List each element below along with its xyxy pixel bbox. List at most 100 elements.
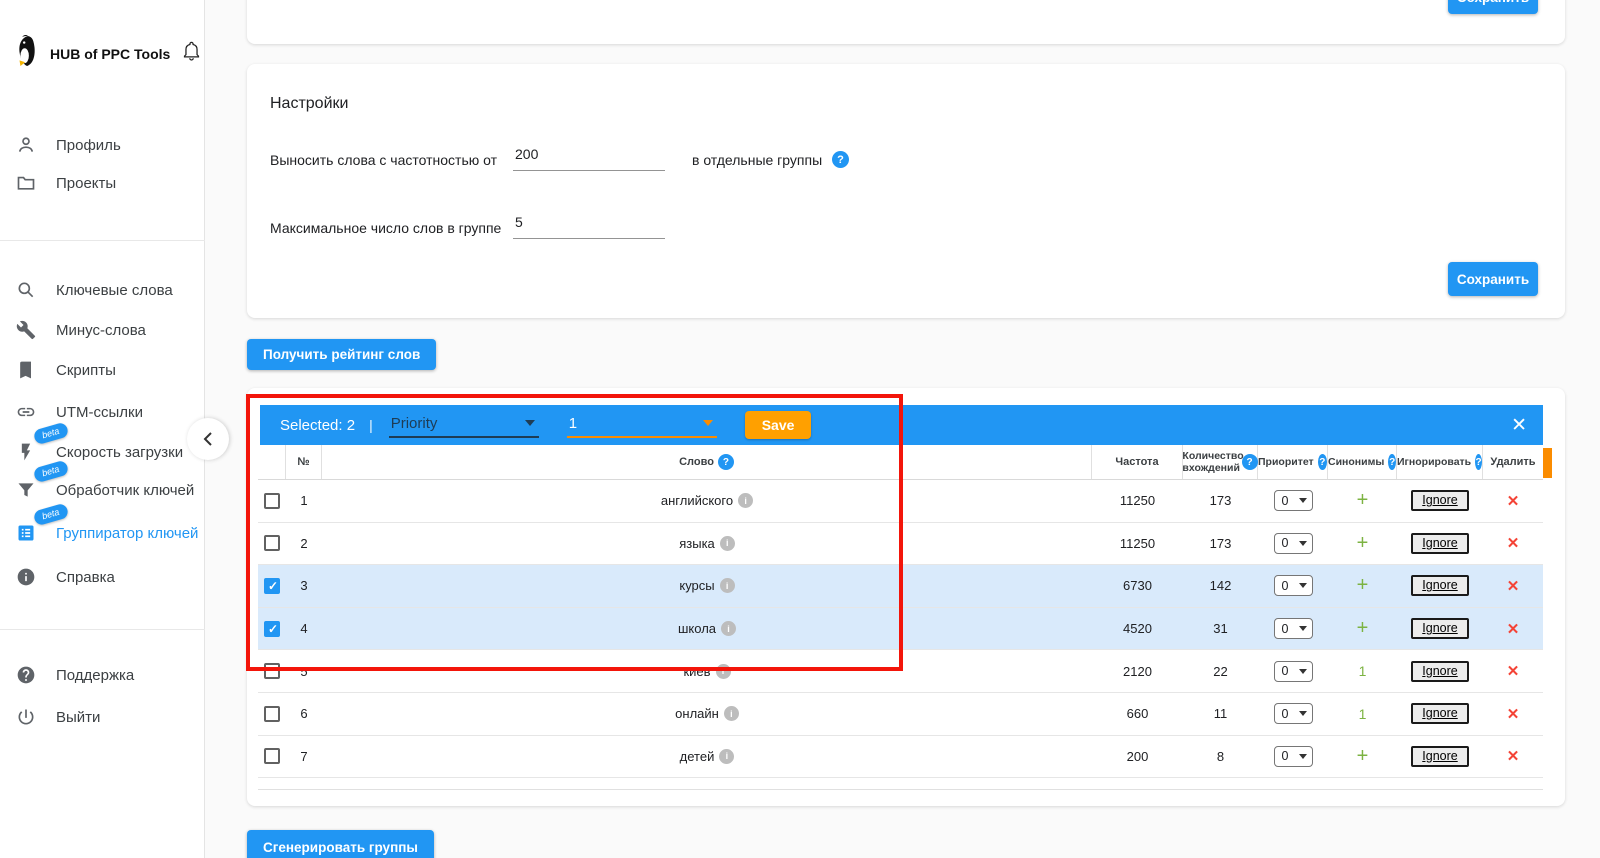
priority-select[interactable]: 0	[1273, 532, 1313, 554]
priority-value: 0	[1281, 493, 1289, 508]
priority-select[interactable]: 0	[1273, 660, 1313, 682]
word-info-icon[interactable]: i	[719, 578, 735, 594]
synonym-add-button[interactable]: +	[1356, 489, 1369, 512]
ignore-help-icon[interactable]: ?	[1475, 454, 1482, 470]
priority-select[interactable]: 0	[1273, 490, 1313, 512]
sidebar-item-keywords[interactable]: Ключевые слова	[16, 278, 173, 302]
bulk-value-select[interactable]: 1	[566, 412, 717, 438]
save-button-top[interactable]: Сохранить	[1448, 0, 1538, 14]
row-word-cell: курсы i	[322, 578, 1092, 594]
table-scrollbar-thumb[interactable]	[1543, 448, 1552, 478]
sidebar-item-label: UTM-ссылки	[56, 403, 143, 421]
header-occurrences: Количество вхождений ?	[1182, 445, 1258, 479]
word-info-icon[interactable]: i	[721, 621, 737, 637]
synonyms-help-icon[interactable]: ?	[1388, 454, 1396, 470]
sidebar-item-key-processor[interactable]: beta Обработчик ключей	[16, 459, 194, 502]
save-button-settings[interactable]: Сохранить	[1448, 262, 1538, 296]
row-frequency: 4520	[1123, 621, 1152, 637]
sidebar-item-utm-links[interactable]: UTM-ссылки	[16, 400, 143, 424]
sidebar-item-help[interactable]: Справка	[16, 565, 115, 589]
header-word: Слово ?	[322, 445, 1092, 479]
bulk-save-button[interactable]: Save	[744, 411, 812, 439]
table-footer	[258, 778, 1543, 791]
synonym-add-button[interactable]: +	[1356, 744, 1369, 767]
keyword-text: английского	[660, 493, 734, 509]
row-checkbox[interactable]	[264, 620, 280, 637]
max-words-input[interactable]	[513, 214, 665, 239]
word-info-icon[interactable]: i	[719, 535, 735, 551]
delete-row-icon[interactable]: ✕	[1506, 492, 1520, 510]
row-checkbox[interactable]	[264, 577, 280, 594]
row-priority-cell: 0	[1258, 575, 1328, 597]
sidebar-item-projects[interactable]: Проекты	[16, 171, 116, 195]
priority-select[interactable]: 0	[1273, 703, 1313, 725]
sidebar-item-key-grouper[interactable]: beta Группиратор ключей	[16, 502, 198, 545]
priority-select[interactable]: 0	[1273, 745, 1313, 767]
row-ignore-cell: Ignore	[1397, 703, 1483, 725]
word-info-icon[interactable]: i	[738, 493, 754, 509]
notifications-icon[interactable]	[182, 41, 201, 67]
close-icon[interactable]: ✕	[1511, 414, 1527, 436]
delete-row-icon[interactable]: ✕	[1506, 535, 1520, 553]
table-row: 5 киев i 2120 22 0 1 Ignore ✕	[258, 650, 1543, 693]
row-checkbox[interactable]	[264, 535, 280, 552]
sidebar-item-scripts[interactable]: Скрипты	[16, 358, 116, 382]
ignore-button[interactable]: Ignore	[1411, 703, 1469, 725]
word-info-icon[interactable]: i	[723, 706, 739, 722]
synonym-add-button[interactable]: 1	[1358, 663, 1367, 680]
word-info-icon[interactable]: i	[715, 663, 731, 679]
delete-row-icon[interactable]: ✕	[1506, 748, 1520, 766]
priority-value: 0	[1281, 706, 1289, 721]
settings-card: Настройки Выносить слова с частотностью …	[247, 64, 1565, 318]
ignore-button[interactable]: Ignore	[1411, 618, 1469, 640]
sidebar-collapse-button[interactable]	[187, 418, 229, 460]
row-word-cell: онлайн i	[322, 706, 1092, 722]
sidebar-item-label: Выйти	[56, 708, 101, 726]
bulk-field-select[interactable]: Priority	[388, 412, 539, 438]
delete-row-icon[interactable]: ✕	[1506, 620, 1520, 638]
synonym-add-button[interactable]: +	[1356, 531, 1369, 554]
synonym-add-button[interactable]: +	[1356, 617, 1369, 640]
ignore-button[interactable]: Ignore	[1411, 532, 1469, 554]
get-word-rating-button[interactable]: Получить рейтинг слов	[247, 339, 437, 370]
sidebar-item-label: Проекты	[56, 174, 117, 192]
row-checkbox-cell	[258, 492, 286, 509]
priority-select[interactable]: 0	[1273, 618, 1313, 640]
frequency-help-icon[interactable]: ?	[832, 151, 849, 168]
sidebar-item-minus-words[interactable]: Минус-слова	[16, 318, 146, 342]
delete-row-icon[interactable]: ✕	[1506, 705, 1520, 723]
keyword-table-body: 1 английского i 11250 173 0 + Ignore ✕ 2…	[258, 480, 1543, 779]
priority-help-icon[interactable]: ?	[1317, 454, 1327, 470]
synonym-add-button[interactable]: +	[1356, 574, 1369, 597]
settings-title: Настройки	[270, 95, 349, 112]
ignore-button[interactable]: Ignore	[1411, 575, 1469, 597]
ignore-button[interactable]: Ignore	[1411, 490, 1469, 512]
ignore-button[interactable]: Ignore	[1411, 745, 1469, 767]
priority-select[interactable]: 0	[1273, 575, 1313, 597]
sidebar-item-load-speed[interactable]: beta Скорость загрузки	[16, 421, 183, 464]
word-help-icon[interactable]: ?	[717, 454, 734, 470]
synonym-add-button[interactable]: 1	[1358, 705, 1367, 722]
generate-groups-button[interactable]: Сгенерировать группы	[247, 830, 434, 858]
sidebar-item-profile[interactable]: Профиль	[16, 133, 121, 157]
row-checkbox-cell	[258, 535, 286, 552]
question-icon	[16, 665, 36, 685]
row-checkbox[interactable]	[264, 748, 280, 765]
row-checkbox[interactable]	[264, 492, 280, 509]
app-title: HUB of PPC Tools	[50, 45, 171, 62]
ignore-button[interactable]: Ignore	[1411, 660, 1469, 682]
row-checkbox[interactable]	[264, 705, 280, 722]
delete-row-icon[interactable]: ✕	[1506, 663, 1520, 681]
occurrences-help-icon[interactable]: ?	[1241, 454, 1258, 470]
row-checkbox[interactable]	[264, 663, 280, 680]
delete-row-icon[interactable]: ✕	[1506, 577, 1520, 595]
row-number: 2	[300, 535, 308, 551]
word-info-icon[interactable]: i	[719, 748, 735, 764]
frequency-label: Выносить слова с частотностью от	[270, 152, 498, 168]
sidebar-item-logout[interactable]: Выйти	[16, 705, 100, 729]
row-priority-cell: 0	[1258, 532, 1328, 554]
sidebar-item-support[interactable]: Поддержка	[16, 663, 134, 687]
row-occurrences: 142	[1209, 578, 1232, 594]
row-ignore-cell: Ignore	[1397, 660, 1483, 682]
frequency-input[interactable]	[513, 146, 665, 171]
